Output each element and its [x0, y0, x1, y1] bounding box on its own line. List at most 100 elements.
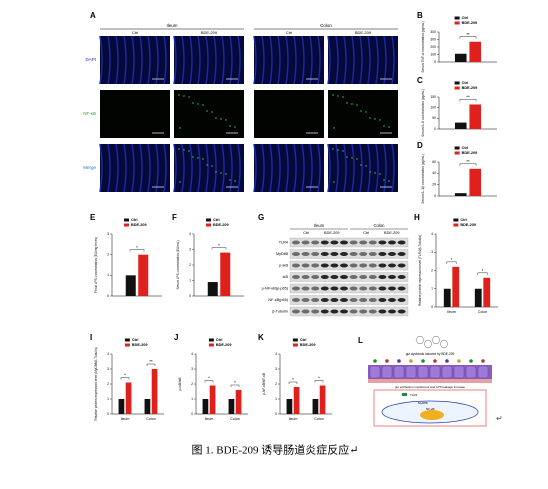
blot-band — [349, 309, 358, 314]
inset-box — [373, 389, 487, 427]
tissue-texture — [181, 35, 185, 85]
tissue-texture — [375, 143, 379, 193]
legend-swatch — [454, 146, 460, 150]
blot-band — [311, 309, 320, 314]
y-axis-title: Relative protein expression level (TLR4/… — [418, 235, 422, 306]
signal-dot — [220, 172, 222, 174]
significance-label: * — [124, 373, 126, 378]
blot-band — [388, 240, 396, 245]
tissue-texture — [155, 35, 159, 85]
signal-dot — [333, 127, 335, 129]
tissue-texture — [139, 35, 143, 85]
blot-band — [359, 286, 368, 291]
epithelial-cell — [429, 365, 441, 379]
blot-band — [368, 275, 377, 279]
signal-dot — [342, 96, 344, 98]
receptor — [402, 393, 407, 396]
tissue-texture — [383, 143, 387, 193]
blot-band — [330, 252, 339, 256]
tissue-texture — [261, 143, 265, 193]
blot-band — [311, 240, 320, 245]
tissue-texture — [367, 35, 371, 85]
panel-letter: E — [90, 213, 96, 222]
legend-label: Ctrl — [462, 81, 469, 85]
tissue-texture — [375, 35, 379, 85]
signal-dot — [356, 158, 358, 160]
significance-bracket — [288, 381, 298, 384]
blot-band — [340, 309, 348, 314]
panel-letter: L — [358, 336, 363, 345]
legend-label: Ctrl — [462, 16, 469, 20]
bacteria — [421, 359, 425, 363]
blot-band — [292, 298, 300, 302]
blot-band — [359, 252, 368, 256]
micrograph — [174, 90, 244, 138]
blot-strip — [289, 283, 409, 294]
signal-dot — [383, 179, 385, 181]
y-tick-label: 400 — [430, 30, 436, 34]
y-tick-label: 2 — [189, 263, 191, 267]
epithelial-cell — [477, 365, 489, 379]
blot-band — [397, 263, 406, 268]
panel-letter: C — [417, 76, 423, 85]
legend-label: BDE-209 — [213, 223, 229, 227]
y-tick-label: 1 — [107, 397, 109, 401]
tissue-texture — [123, 143, 127, 193]
protein-label: β-Tubulin — [272, 310, 288, 314]
blot-band — [311, 252, 320, 256]
bar — [286, 399, 293, 414]
significance-bracket — [211, 247, 227, 250]
legend-swatch — [454, 21, 460, 25]
tissue-texture — [147, 35, 151, 85]
signal-dot — [332, 94, 334, 96]
signal-dot — [225, 173, 227, 175]
signal-dot — [229, 179, 231, 181]
y-tick-label: 100 — [430, 106, 436, 110]
bacteria — [409, 359, 413, 363]
blot-band — [349, 252, 358, 256]
signal-dot — [342, 150, 344, 152]
x-tick-label: Ileum — [205, 417, 214, 421]
panel-letter: K — [258, 333, 264, 342]
y-axis-title: Fecal LPS concentration (EU/mg feces) — [94, 237, 98, 293]
bar — [312, 399, 319, 414]
bar — [151, 369, 158, 414]
blot-band — [368, 240, 377, 245]
blot-band — [397, 240, 406, 245]
blot-band — [368, 286, 377, 291]
y-tick-label: 4 — [191, 352, 193, 356]
signal-dot — [383, 125, 385, 127]
bacteria — [397, 359, 401, 363]
legend-label: BDE-209 — [462, 151, 478, 155]
signal-dot — [229, 125, 231, 127]
blot-band — [378, 298, 387, 302]
tissue-texture — [189, 143, 193, 193]
legend-swatch — [208, 338, 214, 342]
tissue-texture — [293, 35, 297, 85]
significance-label: * — [318, 376, 320, 381]
tissue-texture — [351, 35, 355, 85]
bacteria — [445, 359, 449, 363]
tissue-texture — [351, 143, 355, 193]
group-label: BDE-209 — [355, 30, 372, 35]
tissue-texture — [343, 143, 347, 193]
signal-dot — [388, 126, 390, 128]
x-tick-label: Colon — [478, 310, 487, 314]
signal-dot — [197, 103, 199, 105]
blot-band — [340, 263, 348, 268]
chemical-ring — [431, 336, 441, 344]
tissue-texture — [327, 35, 331, 85]
y-tick-label: 1 — [189, 278, 191, 282]
blot-band — [388, 286, 396, 291]
blot-band — [388, 275, 396, 279]
epithelial-cell — [405, 365, 417, 379]
legend-label: Ctrl — [300, 338, 307, 342]
bacteria — [481, 359, 485, 363]
signal-dot — [369, 117, 371, 119]
blot-band — [340, 298, 348, 302]
signal-dot — [356, 104, 358, 106]
tissue-texture — [173, 143, 177, 193]
blot-band — [349, 286, 358, 291]
panel-letter: A — [90, 11, 96, 20]
y-tick-label: 3 — [275, 367, 277, 371]
